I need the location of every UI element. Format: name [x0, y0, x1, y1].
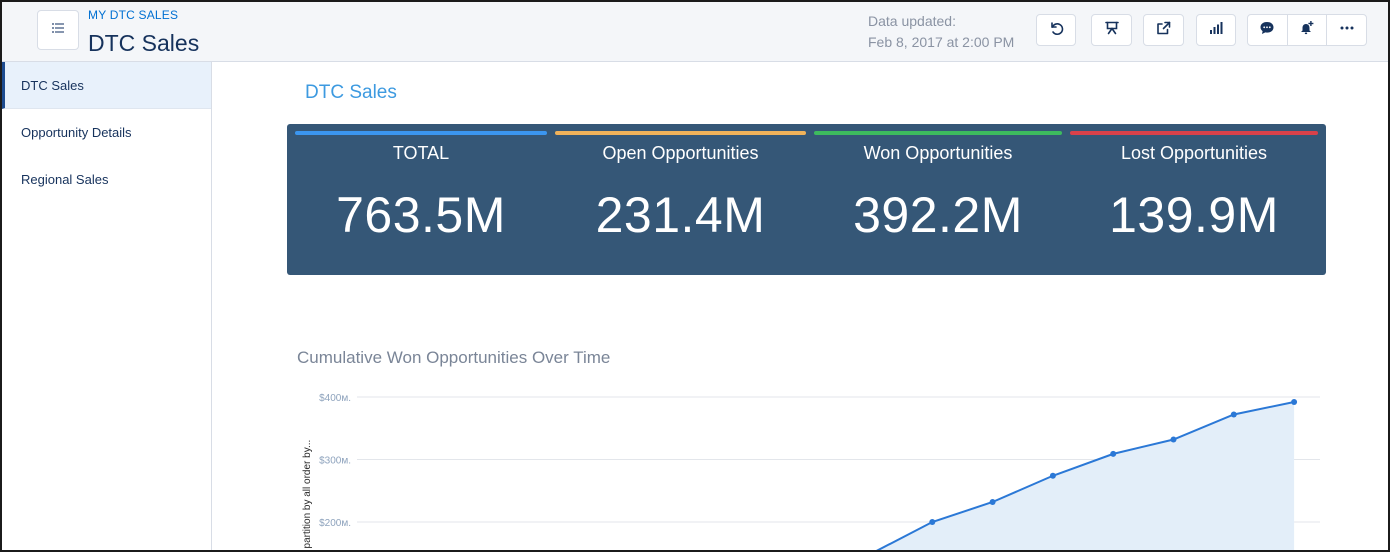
- presentation-icon: [1104, 20, 1120, 41]
- kpi-label: Lost Opportunities: [1120, 143, 1268, 163]
- kpi-color-bar: [295, 131, 547, 135]
- kpi-color-bar: [1070, 131, 1318, 135]
- share-icon: [1156, 20, 1172, 41]
- dashboard-heading: DTC Sales: [305, 82, 397, 103]
- kpi-value: 763.5M: [336, 187, 506, 243]
- kpi-won-opportunities[interactable]: Won Opportunities 392.2M: [814, 124, 1062, 275]
- data-updated-info: Data updated: Feb 8, 2017 at 2:00 PM: [868, 11, 1014, 53]
- kpi-panel: TOTAL 763.5M Open Opportunities 231.4M W…: [287, 124, 1326, 275]
- sidebar-item-dtc-sales[interactable]: DTC Sales: [2, 62, 211, 109]
- collaboration-button-group: [1247, 14, 1367, 46]
- sidebar-nav: DTC Sales Opportunity Details Regional S…: [2, 62, 212, 550]
- sidebar-item-label: DTC Sales: [21, 77, 84, 93]
- series-line: [876, 401, 1295, 550]
- kpi-value: 231.4M: [595, 187, 766, 243]
- kpi-value: 392.2M: [853, 187, 1023, 243]
- data-updated-label: Data updated:: [868, 13, 956, 29]
- area-fill: [878, 402, 1295, 550]
- kpi-total[interactable]: TOTAL 763.5M: [295, 124, 547, 275]
- notification-button[interactable]: [1288, 15, 1328, 45]
- data-point: [929, 519, 936, 525]
- data-point: [989, 499, 996, 505]
- app-eyebrow[interactable]: MY DTC SALES: [88, 8, 179, 22]
- comment-button[interactable]: [1248, 15, 1288, 45]
- data-point: [1110, 450, 1117, 457]
- kpi-value: 139.9M: [1109, 187, 1279, 243]
- kpi-open-opportunities[interactable]: Open Opportunities 231.4M: [555, 124, 806, 275]
- chart-title: Cumulative Won Opportunities Over Time: [297, 348, 611, 367]
- sidebar-item-label: Regional Sales: [21, 172, 109, 187]
- data-updated-timestamp: Feb 8, 2017 at 2:00 PM: [868, 34, 1015, 50]
- kpi-label: Open Opportunities: [602, 143, 759, 163]
- y-axis-label: ] partition by all order by...: [302, 440, 313, 552]
- undo-button[interactable]: [1036, 14, 1076, 46]
- bar-chart-icon: [1208, 20, 1224, 41]
- sidebar-item-regional-sales[interactable]: Regional Sales: [2, 156, 211, 203]
- data-point: [1170, 436, 1177, 443]
- y-tick-label: $200м.: [319, 518, 351, 529]
- cumulative-won-chart[interactable]: $400м. $300м. $200м. ] partition by all or…: [287, 382, 1332, 552]
- sidebar-item-label: Opportunity Details: [21, 125, 132, 140]
- notification-add-icon: [1299, 20, 1315, 41]
- undo-icon: [1048, 20, 1064, 41]
- present-button[interactable]: [1091, 14, 1132, 46]
- data-point: [1230, 411, 1237, 418]
- page-header: MY DTC SALES DTC Sales Data updated: Feb…: [2, 2, 1388, 62]
- y-tick-label: $300м.: [319, 456, 351, 467]
- comment-icon: [1259, 20, 1275, 41]
- kpi-color-bar: [814, 131, 1062, 135]
- page-title: DTC Sales: [88, 30, 200, 56]
- kpi-color-bar: [555, 131, 806, 135]
- list-icon: [50, 20, 66, 41]
- kpi-lost-opportunities[interactable]: Lost Opportunities 139.9M: [1070, 124, 1318, 275]
- navigation-menu-button[interactable]: [37, 10, 79, 50]
- data-point: [1291, 399, 1298, 405]
- share-button[interactable]: [1143, 14, 1184, 46]
- more-actions-button[interactable]: [1327, 15, 1366, 45]
- sidebar-item-opportunity-details[interactable]: Opportunity Details: [2, 109, 211, 156]
- more-icon: [1339, 20, 1355, 41]
- kpi-label: Won Opportunities: [863, 143, 1013, 163]
- explore-button[interactable]: [1196, 14, 1236, 46]
- data-point: [1049, 472, 1056, 479]
- kpi-label: TOTAL: [392, 143, 450, 163]
- y-tick-label: $400м.: [319, 393, 351, 404]
- chart-y-ticks: $400м. $300м. $200м.: [319, 393, 351, 529]
- series-points: [929, 399, 1298, 525]
